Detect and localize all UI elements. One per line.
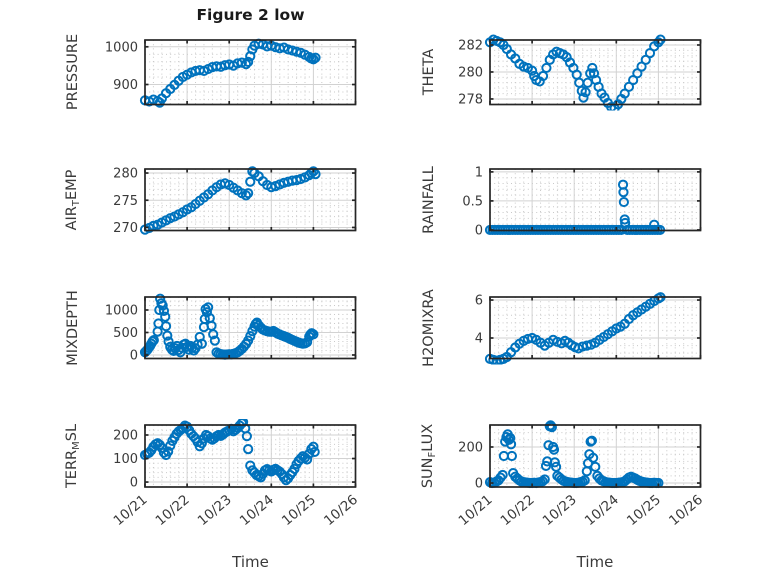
axes-box: [144, 168, 357, 232]
svg-text:1000: 1000: [105, 304, 138, 319]
svg-text:900: 900: [113, 78, 138, 93]
svg-text:10/25: 10/25: [623, 492, 663, 529]
svg-text:10/22: 10/22: [497, 492, 537, 529]
svg-text:500: 500: [113, 326, 138, 341]
y-tick-labels: 900 1000: [105, 40, 138, 93]
svg-text:275: 275: [113, 194, 138, 209]
y-axis-label-terr_msl: TERRMSL: [64, 423, 82, 489]
y-axis-label-rainfall: RAINFALL: [421, 165, 437, 234]
svg-text:10/23: 10/23: [195, 492, 235, 529]
svg-text:4: 4: [474, 332, 482, 347]
svg-text:0.5: 0.5: [462, 194, 483, 209]
svg-text:0: 0: [130, 349, 138, 364]
y-tick-labels: 278 280 282: [458, 39, 483, 108]
minor-grid: [489, 297, 700, 359]
y-tick-labels: 0 200: [458, 441, 483, 492]
y-tick-labels: 46: [474, 294, 482, 347]
y-axis-label-theta: THETA: [421, 48, 437, 96]
axes-box: [488, 296, 701, 360]
svg-text:100: 100: [113, 452, 138, 467]
y-axis-label-mixdepth: MIXDEPTH: [65, 289, 81, 366]
major-grid: [489, 297, 701, 359]
axes-air_temp: 270 275 280: [113, 166, 357, 236]
y-axis-label-sun_flux: SUNFLUX: [420, 423, 438, 489]
major-grid: [489, 169, 701, 231]
data-points: [139, 38, 321, 108]
data-points: [484, 179, 665, 236]
axes-box: [144, 39, 357, 106]
axes-rainfall: 00.51: [462, 165, 701, 238]
y-tick-labels: 270 275 280: [113, 167, 138, 236]
y-axis-label-pressure: PRESSURE: [65, 34, 81, 111]
svg-text:10/26: 10/26: [321, 492, 361, 529]
axes-theta: 278 280 282: [458, 34, 701, 111]
major-grid: [144, 40, 356, 105]
svg-text:270: 270: [113, 221, 138, 236]
axes-mixdepth: 0 500 1000: [105, 293, 357, 364]
axes-box: [488, 424, 701, 488]
axes-sun_flux: 0 200 10/21 10/22 10/23 10/24 10/25 10/26: [455, 420, 706, 529]
axes-terr_msl: 0 100 200 10/21 10/22 10/23 10/24 10/25 10/26: [110, 419, 361, 529]
svg-text:280: 280: [113, 167, 138, 182]
svg-text:278: 278: [458, 93, 483, 108]
svg-text:10/23: 10/23: [539, 492, 579, 529]
svg-text:10/21: 10/21: [110, 492, 150, 529]
svg-text:200: 200: [458, 441, 483, 456]
minor-grid: [145, 40, 356, 105]
svg-text:6: 6: [474, 294, 482, 309]
data-points: [139, 419, 320, 486]
svg-text:10/24: 10/24: [237, 492, 277, 529]
x-axis-label-right: Time: [576, 553, 614, 571]
svg-text:0: 0: [474, 223, 482, 238]
svg-text:280: 280: [458, 66, 483, 81]
y-axis-label-air_temp: AIRTEMP: [64, 169, 82, 231]
figure-title: Figure 2 low: [196, 6, 305, 24]
data-points: [484, 292, 666, 365]
major-grid: [489, 40, 701, 105]
x-tick-labels: 10/21 10/22 10/23 10/24 10/25 10/26: [455, 492, 706, 529]
y-tick-labels: 00.51: [462, 165, 483, 238]
svg-text:1000: 1000: [105, 40, 138, 55]
svg-text:0: 0: [130, 476, 138, 491]
svg-text:282: 282: [458, 39, 483, 54]
data-points: [484, 34, 666, 111]
svg-text:10/24: 10/24: [581, 492, 621, 529]
axes-box: [488, 168, 701, 232]
minor-grid: [489, 169, 700, 231]
svg-text:10/26: 10/26: [665, 492, 705, 529]
axes-box: [144, 424, 357, 488]
svg-text:1: 1: [474, 165, 482, 180]
y-axis-label-h2omixra: H2OMIXRA: [421, 288, 437, 367]
svg-text:10/22: 10/22: [153, 492, 193, 529]
y-tick-labels: 0 100 200: [113, 429, 138, 491]
axes-box: [488, 39, 701, 106]
svg-text:0: 0: [474, 477, 482, 492]
y-tick-labels: 0 500 1000: [105, 304, 138, 364]
axes-pressure: 900 1000: [105, 38, 357, 108]
svg-text:10/25: 10/25: [279, 492, 319, 529]
axes-box: [144, 296, 357, 360]
x-tick-labels: 10/21 10/22 10/23 10/24 10/25 10/26: [110, 492, 361, 529]
axes-h2omixra: 46: [474, 292, 701, 365]
x-axis-label-left: Time: [232, 553, 269, 571]
svg-text:200: 200: [113, 429, 138, 444]
svg-text:10/21: 10/21: [455, 492, 495, 529]
